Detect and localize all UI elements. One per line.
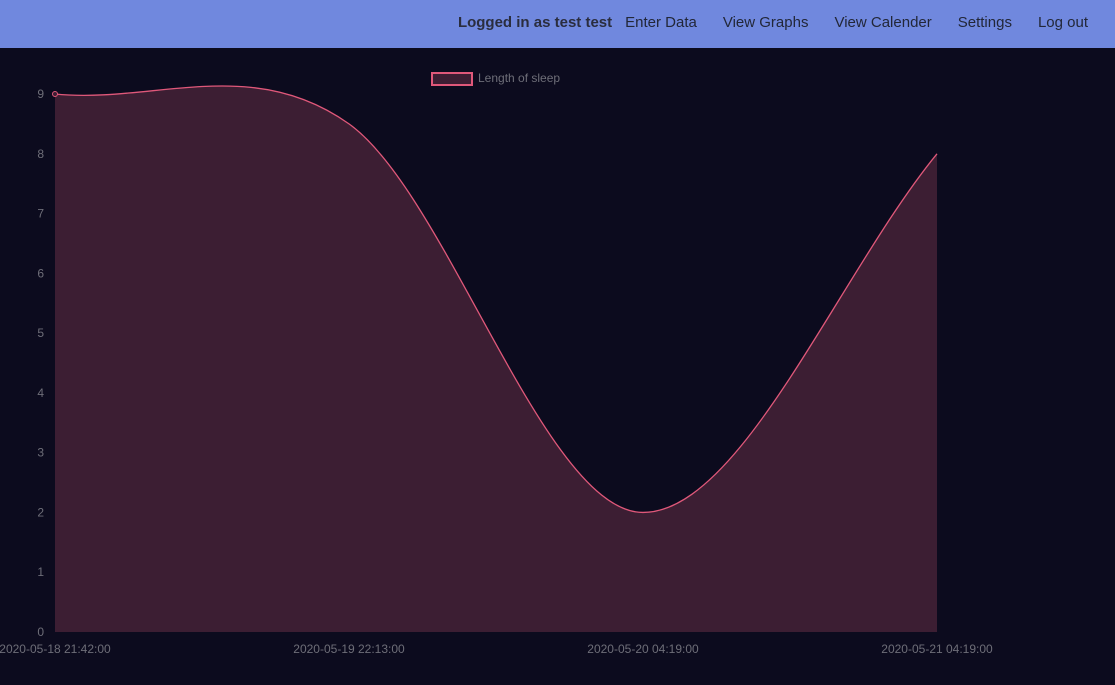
sleep-line bbox=[54, 85, 938, 514]
x-axis-ticks: 2020-05-18 21:42:00 2020-05-19 22:13:00 20… bbox=[0, 642, 993, 656]
legend-swatch bbox=[431, 72, 473, 86]
y-axis-ticks: 0 1 2 3 4 5 6 7 8 9 bbox=[37, 87, 44, 639]
x-tick-label: 2020-05-21 04:19:00 bbox=[881, 642, 993, 656]
x-tick-label: 2020-05-19 22:13:00 bbox=[293, 642, 405, 656]
legend-label: Length of sleep bbox=[478, 71, 560, 85]
x-tick-label: 2020-05-20 04:19:00 bbox=[587, 642, 699, 656]
data-point[interactable] bbox=[52, 91, 58, 97]
nav-settings[interactable]: Settings bbox=[957, 14, 1012, 31]
nav-menu: Logged in as test test Enter Data View G… bbox=[458, 14, 1115, 31]
y-tick-label: 3 bbox=[37, 446, 44, 460]
nav-view-calender[interactable]: View Calender bbox=[834, 14, 932, 31]
x-tick-label: 2020-05-18 21:42:00 bbox=[0, 642, 111, 656]
y-tick-label: 1 bbox=[37, 565, 44, 579]
top-navbar: Logged in as test test Enter Data View G… bbox=[0, 0, 1115, 48]
y-tick-label: 2 bbox=[37, 505, 44, 519]
y-tick-label: 9 bbox=[37, 87, 44, 101]
y-tick-label: 4 bbox=[37, 386, 44, 400]
nav-view-graphs[interactable]: View Graphs bbox=[722, 14, 809, 31]
y-tick-label: 5 bbox=[37, 326, 44, 340]
sleep-chart: Length of sleep 0 1 2 3 4 5 6 7 8 9 2020-05-18 21… bbox=[0, 48, 1115, 680]
nav-enter-data[interactable]: Enter Data bbox=[625, 14, 697, 31]
chart-legend[interactable]: Length of sleep bbox=[431, 71, 560, 86]
y-tick-label: 8 bbox=[37, 147, 44, 161]
y-tick-label: 6 bbox=[37, 266, 44, 280]
data-points bbox=[52, 91, 58, 97]
nav-log-out[interactable]: Log out bbox=[1037, 14, 1088, 31]
y-tick-label: 7 bbox=[37, 207, 44, 221]
sleep-chart-svg: Length of sleep 0 1 2 3 4 5 6 7 8 9 2020-05-18 21… bbox=[0, 71, 993, 656]
logged-in-user-label: Logged in as test test bbox=[457, 14, 613, 31]
sleep-area-fill bbox=[55, 85, 937, 632]
y-tick-label: 0 bbox=[37, 625, 44, 639]
